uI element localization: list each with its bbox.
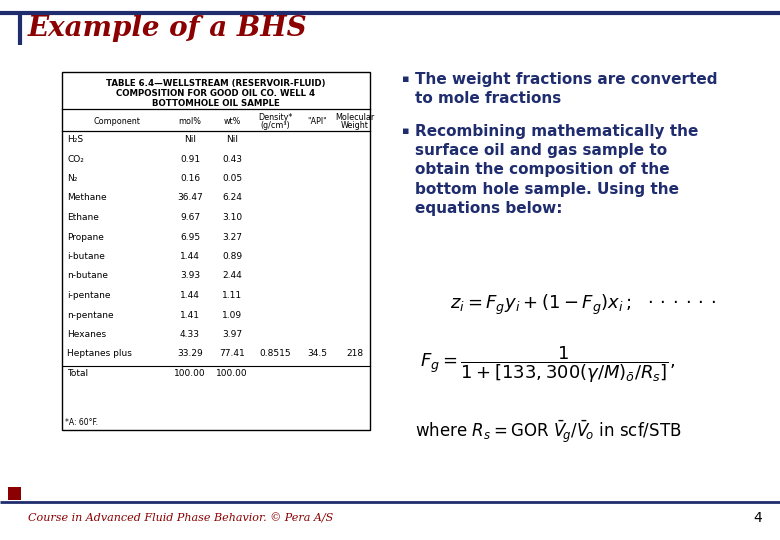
Bar [8, 487, 21, 500]
Text: 0.05: 0.05 [222, 174, 242, 183]
Text: 34.5: 34.5 [307, 349, 327, 359]
Text: ▪: ▪ [402, 74, 410, 84]
Text: 0.91: 0.91 [180, 154, 200, 164]
Text: i-butane: i-butane [67, 252, 105, 261]
Text: 6.24: 6.24 [222, 193, 242, 202]
Text: Density*: Density* [258, 113, 292, 122]
Text: 100.00: 100.00 [216, 369, 248, 378]
Text: N₂: N₂ [67, 174, 77, 183]
Text: CO₂: CO₂ [67, 154, 84, 164]
Text: $z_i = F_g y_i + (1 - F_g)x_i\,;\ \,\cdot\cdot\cdot\cdot\cdot\cdot$: $z_i = F_g y_i + (1 - F_g)x_i\,;\ \,\cdo… [450, 293, 717, 317]
Text: Component: Component [94, 117, 140, 126]
Text: Molecular: Molecular [335, 113, 374, 122]
Text: Methane: Methane [67, 193, 107, 202]
Text: 100.00: 100.00 [174, 369, 206, 378]
Text: Ethane: Ethane [67, 213, 99, 222]
Text: n-pentane: n-pentane [67, 310, 114, 320]
Text: 3.97: 3.97 [222, 330, 242, 339]
Text: 0.8515: 0.8515 [259, 349, 291, 359]
Text: Nil: Nil [226, 135, 238, 144]
Text: TABLE 6.4—WELLSTREAM (RESERVOIR-FLUID): TABLE 6.4—WELLSTREAM (RESERVOIR-FLUID) [106, 79, 326, 88]
Text: Recombining mathematically the
surface oil and gas sample to
obtain the composit: Recombining mathematically the surface o… [415, 124, 698, 216]
Text: Hexanes: Hexanes [67, 330, 106, 339]
Text: n-butane: n-butane [67, 272, 108, 280]
Text: 6.95: 6.95 [180, 233, 200, 241]
Text: 1.44: 1.44 [180, 291, 200, 300]
Text: 1.41: 1.41 [180, 310, 200, 320]
Text: i-pentane: i-pentane [67, 291, 111, 300]
Text: Heptanes plus: Heptanes plus [67, 349, 132, 359]
Text: BOTTOMHOLE OIL SAMPLE: BOTTOMHOLE OIL SAMPLE [152, 99, 280, 108]
Text: Nil: Nil [184, 135, 196, 144]
Text: 3.93: 3.93 [180, 272, 200, 280]
Text: 0.43: 0.43 [222, 154, 242, 164]
Text: *A: 60°F.: *A: 60°F. [65, 418, 98, 427]
Text: 1.44: 1.44 [180, 252, 200, 261]
Text: 4.33: 4.33 [180, 330, 200, 339]
Text: H₂S: H₂S [67, 135, 83, 144]
Text: wt%: wt% [223, 117, 241, 126]
Text: Total: Total [67, 369, 88, 378]
Text: 218: 218 [346, 349, 363, 359]
Text: Weight: Weight [341, 121, 369, 130]
Text: 3.10: 3.10 [222, 213, 242, 222]
Text: 0.89: 0.89 [222, 252, 242, 261]
Text: Course in Advanced Fluid Phase Behavior. © Pera A/S: Course in Advanced Fluid Phase Behavior.… [28, 513, 333, 523]
Text: COMPOSITION FOR GOOD OIL CO. WELL 4: COMPOSITION FOR GOOD OIL CO. WELL 4 [116, 89, 316, 98]
Text: 77.41: 77.41 [219, 349, 245, 359]
Text: (g/cm³): (g/cm³) [260, 121, 290, 130]
Text: 2.44: 2.44 [222, 272, 242, 280]
Text: 4: 4 [753, 511, 762, 525]
Text: 9.67: 9.67 [180, 213, 200, 222]
Text: 3.27: 3.27 [222, 233, 242, 241]
Text: 36.47: 36.47 [177, 193, 203, 202]
Text: Example of a BHS: Example of a BHS [28, 16, 307, 43]
Text: where $R_s = \mathrm{GOR}\ \bar{V}_{\!g}/\bar{V}_{\!o}$ in scf/STB: where $R_s = \mathrm{GOR}\ \bar{V}_{\!g}… [415, 418, 682, 445]
Text: Propane: Propane [67, 233, 104, 241]
Text: "API": "API" [307, 117, 327, 126]
Text: mol%: mol% [179, 117, 201, 126]
Text: 1.09: 1.09 [222, 310, 242, 320]
Text: 0.16: 0.16 [180, 174, 200, 183]
Text: The weight fractions are converted
to mole fractions: The weight fractions are converted to mo… [415, 72, 718, 106]
Text: 33.29: 33.29 [177, 349, 203, 359]
Text: 1.11: 1.11 [222, 291, 242, 300]
Bar [62, 72, 370, 430]
Text: ▪: ▪ [402, 126, 410, 136]
Text: $F_g = \dfrac{1}{1 + \left[133,300(\gamma/M)_{\bar{o}}/R_s\right]},\,$: $F_g = \dfrac{1}{1 + \left[133,300(\gamm… [420, 345, 675, 386]
